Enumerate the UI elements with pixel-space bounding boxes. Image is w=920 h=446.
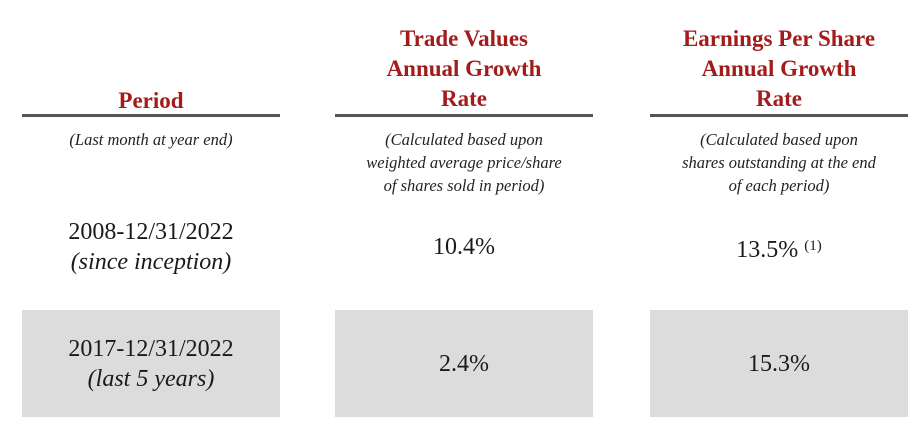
period-value: 2017-12/31/2022 (68, 335, 234, 362)
period-description: (last 5 years) (87, 365, 215, 392)
trade-values-note-line: (Calculated based upon (385, 130, 543, 149)
eps-header: Earnings Per Share Annual Growth Rate (650, 24, 908, 114)
trade-values-header-line: Rate (441, 86, 487, 111)
trade-value-growth: 2.4% (439, 350, 489, 377)
period-header: Period (22, 86, 280, 116)
eps-growth-value: 13.5% (1) (736, 229, 822, 265)
period-cell-row-2: 2017-12/31/2022 (last 5 years) (22, 310, 280, 417)
eps-header-line: Rate (756, 86, 802, 111)
trade-values-header: Trade Values Annual Growth Rate (335, 24, 593, 114)
eps-cell-row-1: 13.5% (1) (650, 208, 908, 286)
trade-values-header-rule (335, 114, 593, 117)
period-header-line: Period (118, 88, 184, 113)
eps-note-line: of each period) (728, 176, 830, 195)
eps-growth: 15.3% (748, 350, 810, 377)
footnote-marker: (1) (804, 238, 822, 254)
period-description: (since inception) (70, 249, 232, 275)
period-cell-row-1: 2008-12/31/2022 (since inception) (22, 208, 280, 286)
period-note: (Last month at year end) (22, 128, 280, 151)
trade-values-cell-row-1: 10.4% (335, 208, 593, 286)
eps-header-line: Earnings Per Share (682, 26, 876, 51)
trade-values-note: (Calculated based upon weighted average … (335, 128, 593, 197)
eps-cell-row-2: 15.3% (650, 310, 908, 417)
trade-values-note-line: of shares sold in period) (383, 176, 545, 195)
eps-note: (Calculated based upon shares outstandin… (650, 128, 908, 197)
trade-value-growth: 10.4% (433, 234, 495, 260)
eps-growth: 13.5% (736, 237, 799, 263)
eps-note-line: (Calculated based upon (700, 130, 858, 149)
trade-values-header-line: Trade Values (399, 26, 529, 51)
eps-header-rule (650, 114, 908, 117)
trade-values-header-line: Annual Growth (386, 56, 542, 81)
period-header-rule (22, 114, 280, 117)
period-value: 2008-12/31/2022 (68, 219, 234, 245)
eps-header-line: Annual Growth (701, 56, 857, 81)
period-note-line: (Last month at year end) (69, 130, 233, 149)
eps-note-line: shares outstanding at the end (682, 153, 876, 172)
trade-values-cell-row-2: 2.4% (335, 310, 593, 417)
trade-values-note-line: weighted average price/share (366, 153, 562, 172)
